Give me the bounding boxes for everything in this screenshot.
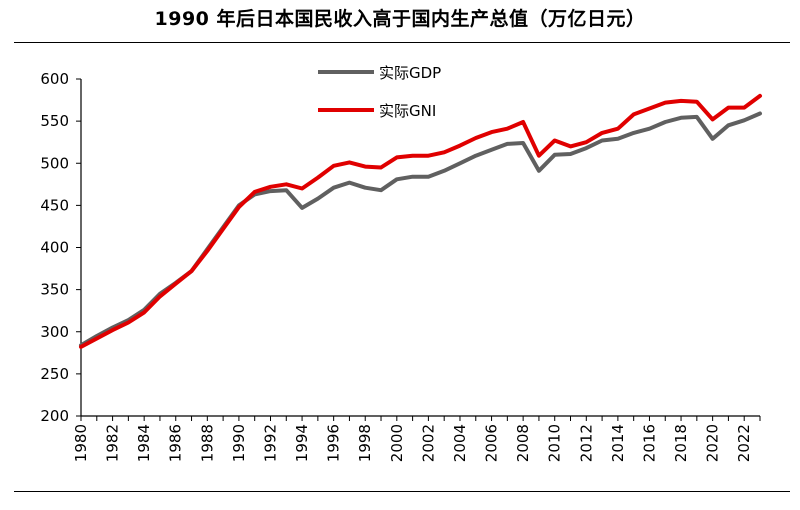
x-tick-label: 2016: [640, 424, 658, 462]
x-tick-label: 2006: [483, 424, 501, 462]
x-tick-label: 2020: [704, 424, 722, 462]
x-tick-label: 1980: [72, 424, 90, 462]
y-tick-label: 400: [40, 239, 69, 257]
x-tick-label: 2012: [577, 424, 595, 462]
legend-label: 实际GDP: [379, 64, 441, 82]
chart-title: 1990 年后日本国民收入高于国内生产总值（万亿日元）: [154, 8, 646, 30]
x-tick-label: 1988: [198, 424, 216, 462]
x-tick-label: 2018: [672, 424, 690, 462]
x-tick-label: 1992: [261, 424, 279, 462]
x-tick-label: 1986: [167, 424, 185, 462]
y-tick-label: 250: [40, 365, 69, 383]
y-tick-label: 300: [40, 323, 69, 341]
x-tick-label: 2002: [419, 424, 437, 462]
y-tick-label: 200: [40, 407, 69, 425]
x-tick-label: 1998: [356, 424, 374, 462]
y-tick-label: 450: [40, 196, 69, 214]
x-tick-label: 1996: [325, 424, 343, 462]
x-tick-label: 1994: [293, 424, 311, 462]
x-tick-label: 2004: [451, 424, 469, 462]
legend-label: 实际GNI: [379, 102, 436, 120]
y-tick-label: 350: [40, 281, 69, 299]
y-tick-label: 600: [40, 70, 69, 88]
top-rule: [14, 42, 790, 43]
x-tick-label: 1984: [135, 424, 153, 462]
y-tick-label: 500: [40, 154, 69, 172]
x-tick-label: 1990: [230, 424, 248, 462]
x-tick-label: 2008: [514, 424, 532, 462]
axes: 200 250 300 350 400 450 500 550 600 1980 1982 1984 1…: [40, 70, 761, 462]
x-tick-label: 1982: [104, 424, 122, 462]
x-tick-label: 2014: [609, 424, 627, 462]
series-layer: [79, 93, 762, 349]
x-tick-label: 2022: [735, 424, 753, 462]
bottom-rule: [14, 491, 790, 492]
x-tick-label: 2000: [388, 424, 406, 462]
series-line-gni: [79, 93, 762, 349]
series-line-gdp: [79, 111, 762, 348]
legend: 实际GDP 实际GNI: [318, 64, 441, 120]
y-tick-label: 550: [40, 112, 69, 130]
x-tick-label: 2010: [546, 424, 564, 462]
